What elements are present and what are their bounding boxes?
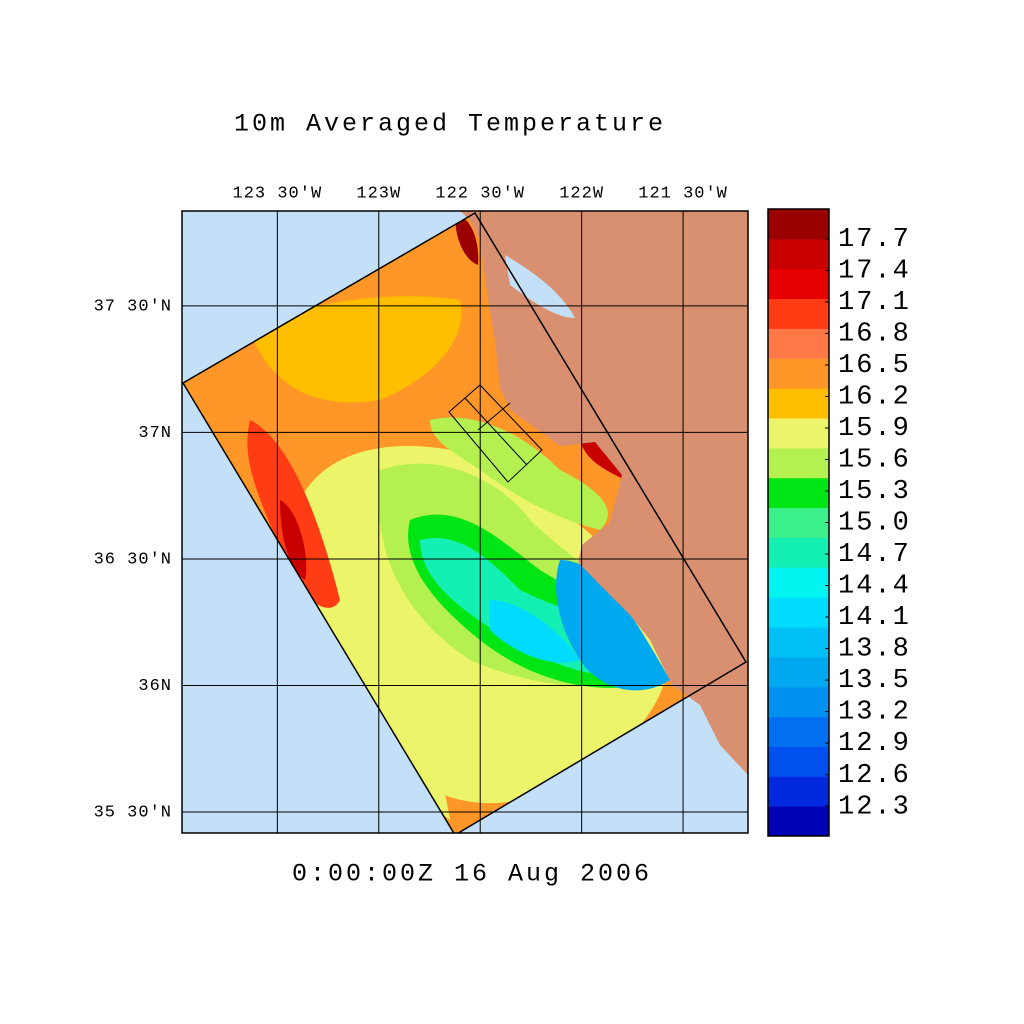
colorbar-swatch	[768, 358, 829, 389]
x-tick-label: 122W	[559, 184, 604, 203]
colorbar-swatch	[768, 388, 829, 419]
colorbar-swatch	[768, 477, 829, 509]
colorbar-swatch	[768, 716, 829, 747]
colorbar-label: 13.8	[838, 635, 911, 665]
colorbar-label: 13.2	[838, 698, 911, 728]
colorbar-swatch	[768, 447, 829, 479]
colorbar-swatch	[768, 507, 829, 538]
colorbar-swatch	[768, 627, 829, 658]
colorbar-label: 12.3	[838, 792, 911, 822]
x-tick-label: 123W	[356, 184, 401, 203]
y-tick-label: 36 30'N	[94, 550, 172, 569]
map-frame	[181, 210, 749, 834]
x-tick-label: 121 30'W	[638, 184, 728, 203]
colorbar-swatch	[768, 268, 829, 300]
colorbar-swatch	[768, 238, 829, 270]
subdomain-line	[464, 397, 528, 466]
colorbar-swatch	[768, 328, 829, 359]
colorbar-swatch	[768, 686, 829, 718]
bay	[505, 255, 575, 318]
land	[460, 211, 748, 775]
colorbar-swatch	[768, 597, 829, 628]
colorbar-label: 16.2	[838, 383, 911, 413]
colorbar-label: 17.7	[838, 225, 911, 255]
colorbar-label: 15.0	[838, 509, 911, 539]
colorbar-label: 12.6	[838, 761, 911, 791]
y-tick-label: 37 30'N	[94, 297, 172, 316]
chart-subtitle: 0:00:00Z 16 Aug 2006	[292, 860, 652, 889]
colorbar: 12.312.612.913.213.513.814.114.414.715.0…	[767, 208, 911, 837]
colorbar-label: 17.1	[838, 288, 911, 318]
subdomain-outline	[448, 384, 543, 483]
colorbar-swatch	[768, 298, 829, 329]
colorbar-swatch	[768, 746, 829, 777]
colorbar-swatch	[768, 537, 829, 568]
colorbar-swatch	[768, 776, 829, 807]
subdomain-line	[477, 402, 511, 431]
colorbar-label: 14.1	[838, 603, 911, 633]
colorbar-label: 16.5	[838, 351, 911, 381]
colorbar-label: 16.8	[838, 320, 911, 350]
colorbar-swatch	[768, 209, 829, 240]
y-tick-label: 37N	[138, 424, 172, 443]
map	[182, 211, 748, 833]
y-tick-label: 35 30'N	[94, 803, 172, 822]
colorbar-label: 12.9	[838, 729, 911, 759]
colorbar-label: 17.4	[838, 256, 911, 286]
chart-title: 10m Averaged Temperature	[234, 110, 666, 139]
colorbar-swatch	[768, 567, 829, 598]
colorbar-swatch	[768, 418, 829, 449]
x-tick-label: 122 30'W	[435, 184, 525, 203]
colorbar-label: 15.3	[838, 477, 911, 507]
colorbar-label: 14.7	[838, 540, 911, 570]
colorbar-label: 15.6	[838, 446, 911, 476]
colorbar-label: 15.9	[838, 414, 911, 444]
grid	[182, 211, 748, 833]
colorbar-label: 13.5	[838, 666, 911, 696]
colorbar-swatch	[768, 806, 829, 837]
colorbar-swatch	[768, 656, 829, 688]
y-tick-label: 36N	[138, 677, 172, 696]
colorbar-label: 14.4	[838, 572, 911, 602]
x-tick-label: 123 30'W	[233, 184, 323, 203]
domain-outline	[182, 211, 748, 833]
